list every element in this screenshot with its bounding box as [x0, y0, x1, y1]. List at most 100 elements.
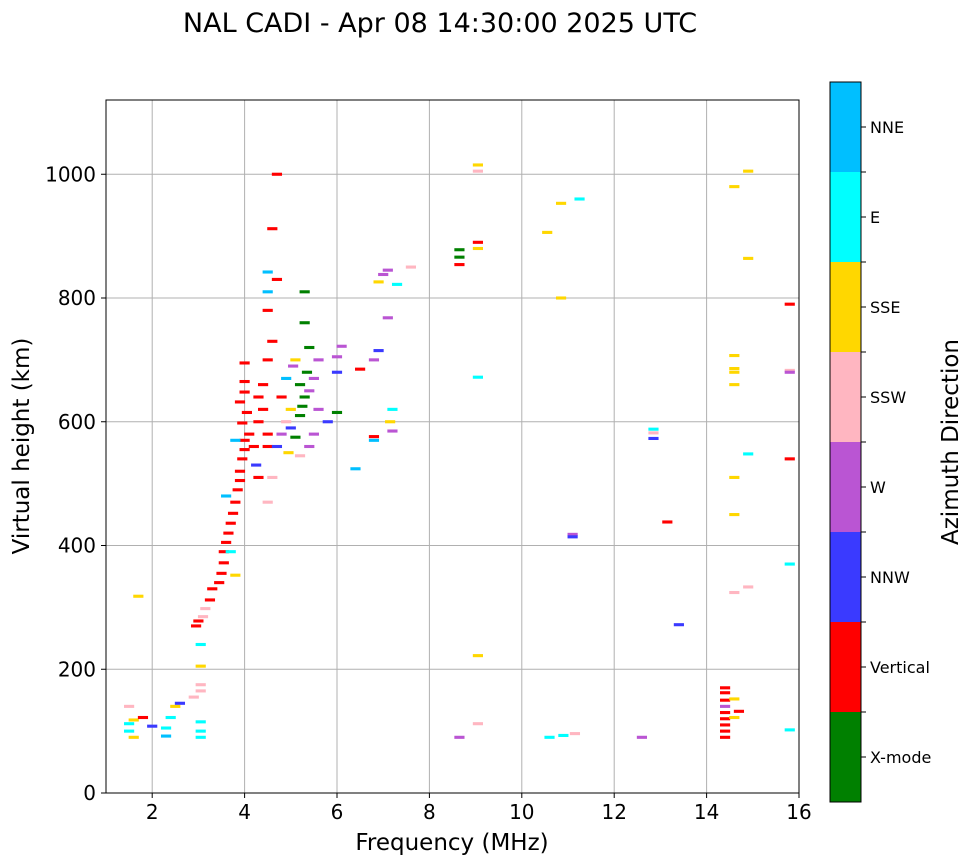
y-axis-label: Virtual height (km) [9, 338, 35, 555]
x-tick-label: 6 [331, 800, 344, 824]
data-point [574, 197, 585, 201]
data-point [729, 513, 740, 517]
data-point [569, 732, 581, 736]
data-point [472, 169, 483, 173]
data-point [472, 246, 483, 251]
data-point [729, 370, 740, 374]
data-point [729, 697, 740, 701]
data-point [368, 435, 380, 439]
data-point [350, 467, 361, 471]
colorbar-segment [830, 712, 861, 802]
y-tick-label: 1000 [45, 162, 96, 186]
data-point [262, 500, 273, 504]
colorbar-tick-label: NNE [870, 118, 904, 137]
data-point [385, 420, 396, 424]
data-point [267, 339, 278, 343]
x-axis-ticks: 2 4 6 8 10 12 14 16 [146, 793, 812, 824]
data-point [276, 395, 287, 399]
data-point [218, 561, 229, 565]
data-point [368, 438, 380, 442]
data-point [719, 698, 731, 702]
data-point [313, 407, 324, 411]
data-point [304, 444, 315, 449]
data-point [636, 735, 648, 739]
data-point [391, 282, 403, 286]
data-point [331, 370, 343, 374]
data-point [454, 735, 465, 739]
colorbar-segment [830, 82, 861, 172]
data-point [234, 469, 246, 473]
data-point [304, 345, 315, 350]
data-point [294, 414, 306, 418]
plot-frame [105, 99, 800, 794]
data-point [729, 383, 740, 387]
data-point [195, 735, 206, 739]
data-point [308, 376, 319, 380]
data-point [472, 722, 483, 726]
data-point [290, 435, 301, 439]
colorbar-segment [830, 262, 861, 352]
data-point [271, 277, 283, 281]
colorbar-frame [829, 81, 862, 803]
data-point [195, 683, 206, 687]
data-point [244, 432, 255, 436]
data-point [784, 562, 795, 566]
data-point [387, 407, 398, 411]
data-point [239, 390, 250, 394]
y-axis-ticks: 0 200 400 600 800 1000 [45, 162, 106, 805]
data-point [253, 420, 264, 424]
data-point [313, 358, 324, 362]
data-point [128, 718, 139, 722]
data-point [262, 308, 273, 312]
colorbar-segment [830, 352, 861, 442]
data-point [195, 689, 206, 693]
x-tick-label: 2 [146, 800, 159, 824]
data-point [719, 735, 731, 739]
colorbar-segment [830, 622, 861, 712]
data-point [218, 550, 229, 554]
data-point [230, 500, 241, 504]
colorbar-tick-label: SSW [870, 388, 906, 407]
data-point [276, 432, 287, 436]
data-point [195, 664, 206, 668]
colorbar: X-mode Vertical NNW W SSW SSE E NNE [830, 82, 931, 802]
data-point [170, 704, 181, 708]
data-point [472, 375, 483, 379]
colorbar-label: Azimuth Direction [938, 339, 964, 545]
data-point [373, 349, 384, 353]
data-point [784, 370, 795, 374]
data-point [262, 270, 273, 274]
data-point [267, 227, 278, 231]
data-point [308, 432, 319, 436]
data-point [336, 344, 347, 348]
x-tick-label: 12 [601, 800, 626, 824]
data-point [355, 367, 366, 371]
data-point [719, 686, 731, 690]
data-point [299, 395, 310, 399]
colorbar-segment [830, 442, 861, 532]
data-point [648, 427, 659, 431]
data-point [673, 623, 684, 627]
x-tick-label: 4 [238, 800, 251, 824]
x-tick-label: 8 [423, 800, 436, 824]
data-point [454, 255, 465, 259]
data-point [253, 475, 264, 479]
data-point [648, 436, 659, 441]
data-point [784, 368, 795, 372]
data-point [743, 452, 754, 456]
data-point [285, 407, 296, 411]
data-point [288, 364, 299, 368]
data-point [188, 695, 199, 699]
colorbar-tick-label: E [870, 208, 880, 227]
data-point [225, 521, 236, 525]
y-tick-label: 400 [58, 534, 96, 558]
data-point [544, 735, 555, 739]
colorbar-tick-label: X-mode [870, 748, 931, 767]
data-point [239, 361, 250, 365]
data-point [472, 240, 483, 244]
data-point [729, 715, 740, 720]
data-point [262, 358, 273, 362]
colorbar-tick-label: W [870, 478, 886, 497]
data-point [262, 444, 273, 449]
